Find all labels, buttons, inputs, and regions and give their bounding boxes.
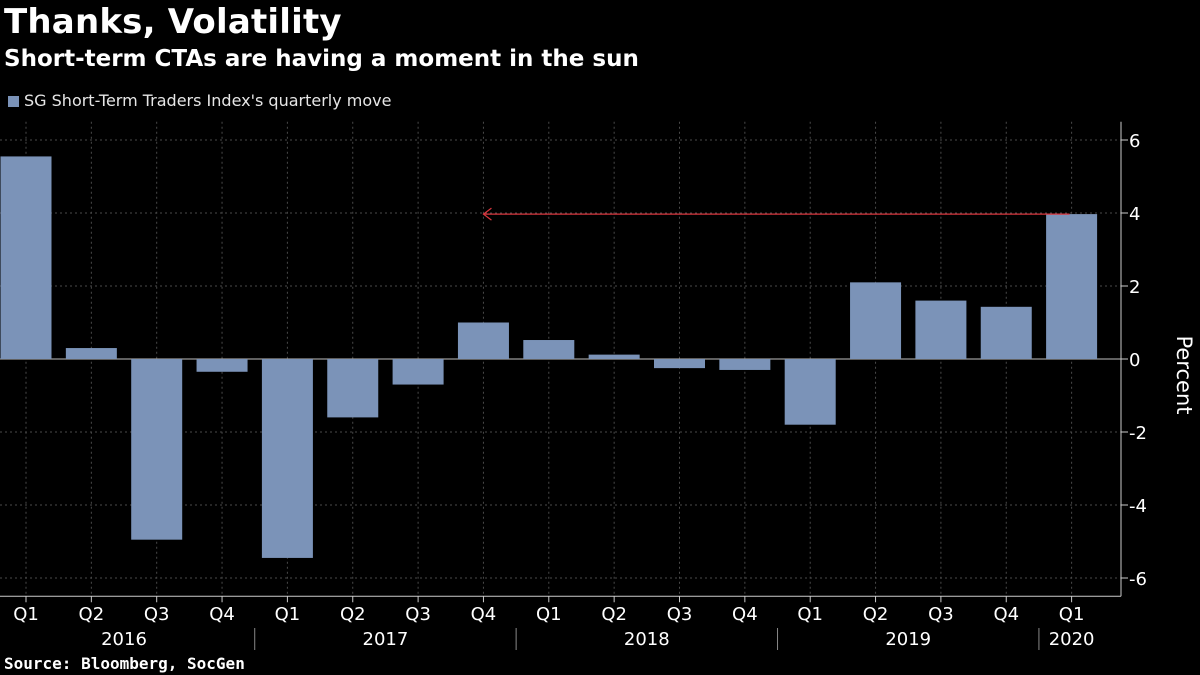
x-year-label: 2019 [885, 629, 931, 650]
x-tick-label: Q1 [536, 604, 562, 625]
x-tick-label: Q2 [863, 604, 889, 625]
x-tick-label: Q1 [13, 604, 39, 625]
bar [327, 359, 379, 418]
annotations [482, 207, 1070, 221]
x-year-label: 2020 [1049, 629, 1095, 650]
x-tick-label: Q2 [340, 604, 366, 625]
bar [457, 322, 509, 359]
x-tick-label: Q4 [732, 604, 758, 625]
bar [196, 359, 248, 372]
x-tick-label: Q3 [144, 604, 170, 625]
arrow-head [482, 207, 492, 221]
x-year-label: 2018 [624, 629, 670, 650]
y-tick-label: -2 [1129, 423, 1147, 444]
x-year-label: 2016 [101, 629, 147, 650]
y-axis-label: Percent [1172, 335, 1196, 414]
legend: SG Short-Term Traders Index's quarterly … [8, 91, 391, 111]
axes: 6 4 2 0 -2 -4 -6 Q1 Q2 Q3 Q4 Q1 Q2 Q3 Q4 Q1 Q2 Q3 Q4 Q1 Q2 Q3… [0, 121, 1147, 650]
x-tick-label: Q3 [928, 604, 954, 625]
x-tick-label: Q1 [797, 604, 823, 625]
bar [980, 306, 1032, 359]
y-tick-label: -6 [1129, 569, 1147, 590]
bar [850, 282, 902, 359]
bars [0, 156, 1098, 558]
y-tick-label: 6 [1129, 131, 1140, 152]
chart-subtitle: Short-term CTAs are having a moment in t… [4, 46, 639, 72]
x-year-label: 2017 [363, 629, 409, 650]
bar [915, 300, 967, 359]
y-tick-label: 2 [1129, 277, 1140, 298]
y-tick-label: 0 [1129, 350, 1140, 371]
bar [1046, 214, 1098, 359]
legend-swatch [8, 95, 19, 107]
x-tick-label: Q3 [667, 604, 693, 625]
bar [719, 359, 771, 370]
x-tick-label: Q4 [993, 604, 1019, 625]
y-tick-label: 4 [1129, 204, 1140, 225]
x-tick-label: Q4 [209, 604, 235, 625]
x-tick-label: Q1 [275, 604, 301, 625]
bar [523, 340, 575, 359]
bar [65, 348, 117, 359]
chart-title: Thanks, Volatility [4, 2, 342, 42]
bar [784, 359, 836, 425]
bar [0, 156, 52, 359]
bar [261, 359, 313, 558]
y-tick-label: -4 [1129, 496, 1147, 517]
legend-label: SG Short-Term Traders Index's quarterly … [24, 91, 392, 110]
x-tick-label: Q2 [601, 604, 627, 625]
bar [131, 359, 183, 540]
bar [392, 359, 444, 385]
x-tick-label: Q1 [1059, 604, 1085, 625]
bar [588, 354, 640, 359]
bar [654, 359, 705, 369]
x-tick-label: Q2 [79, 604, 105, 625]
source-note: Source: Bloomberg, SocGen [4, 654, 245, 673]
x-tick-label: Q3 [405, 604, 431, 625]
x-tick-label: Q4 [471, 604, 497, 625]
